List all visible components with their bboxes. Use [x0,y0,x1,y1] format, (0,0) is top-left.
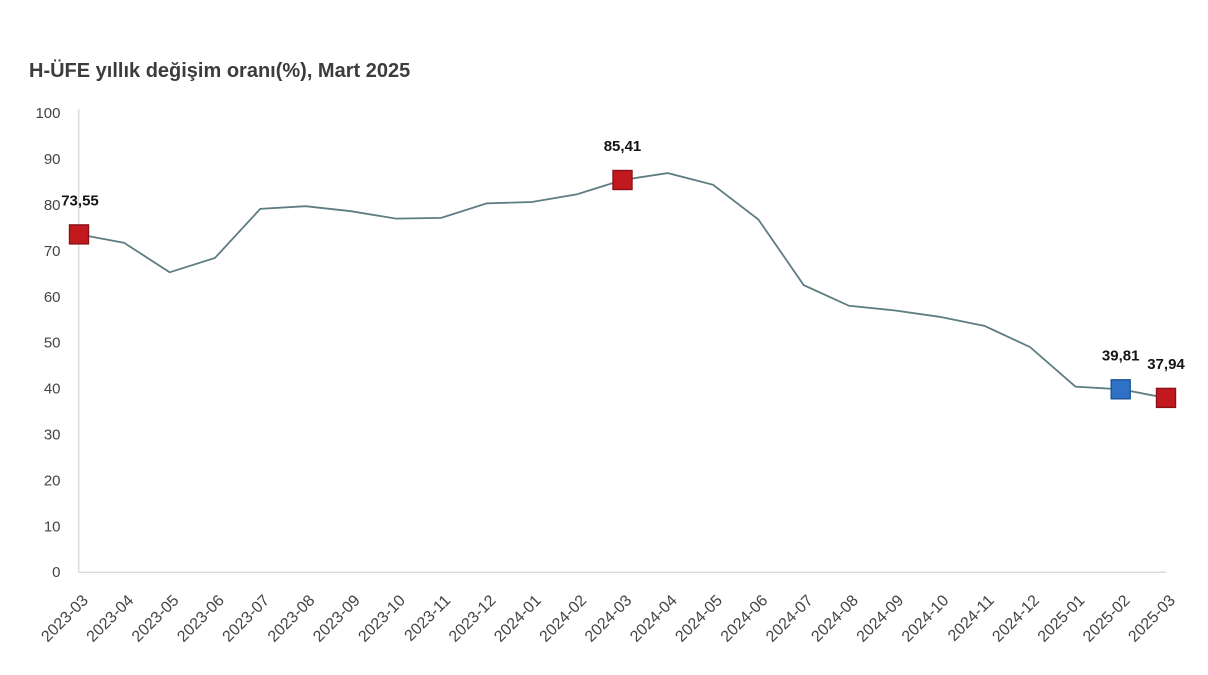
svg-text:2023-10: 2023-10 [355,592,409,646]
svg-text:2025-01: 2025-01 [1035,592,1089,646]
svg-text:100: 100 [35,105,60,122]
svg-text:2024-02: 2024-02 [537,592,591,646]
svg-text:10: 10 [44,518,61,535]
svg-text:73,55: 73,55 [61,192,99,209]
svg-text:37,94: 37,94 [1147,356,1185,373]
svg-text:85,41: 85,41 [604,138,642,155]
svg-text:2023-05: 2023-05 [129,592,183,646]
svg-text:2023-12: 2023-12 [446,592,500,646]
svg-text:30: 30 [44,427,61,444]
svg-text:39,81: 39,81 [1102,347,1140,364]
svg-text:2024-06: 2024-06 [718,592,772,646]
svg-text:2024-03: 2024-03 [582,592,636,646]
svg-text:60: 60 [44,289,61,306]
svg-text:2023-08: 2023-08 [265,592,319,646]
svg-text:2023-07: 2023-07 [220,592,274,646]
svg-text:2024-05: 2024-05 [672,592,726,646]
svg-text:2024-07: 2024-07 [763,592,817,646]
svg-text:2023-09: 2023-09 [310,592,364,646]
svg-text:40: 40 [44,381,61,398]
svg-text:2024-11: 2024-11 [945,592,998,645]
svg-text:80: 80 [44,197,61,214]
svg-text:2023-06: 2023-06 [174,592,228,646]
svg-text:70: 70 [44,243,61,260]
svg-text:90: 90 [44,151,61,168]
svg-text:2023-11: 2023-11 [402,592,455,645]
svg-text:2024-01: 2024-01 [491,592,545,646]
svg-text:2024-12: 2024-12 [989,592,1043,646]
svg-text:0: 0 [52,564,60,581]
svg-text:20: 20 [44,472,61,489]
svg-text:2024-08: 2024-08 [808,592,862,646]
svg-text:2024-04: 2024-04 [627,592,681,646]
svg-text:2025-03: 2025-03 [1125,592,1179,646]
svg-text:2025-02: 2025-02 [1080,592,1134,646]
svg-text:2023-04: 2023-04 [84,592,138,646]
svg-text:2024-09: 2024-09 [854,592,908,646]
svg-text:2024-10: 2024-10 [899,592,953,646]
svg-text:50: 50 [44,335,61,352]
svg-text:2023-03: 2023-03 [38,592,92,646]
